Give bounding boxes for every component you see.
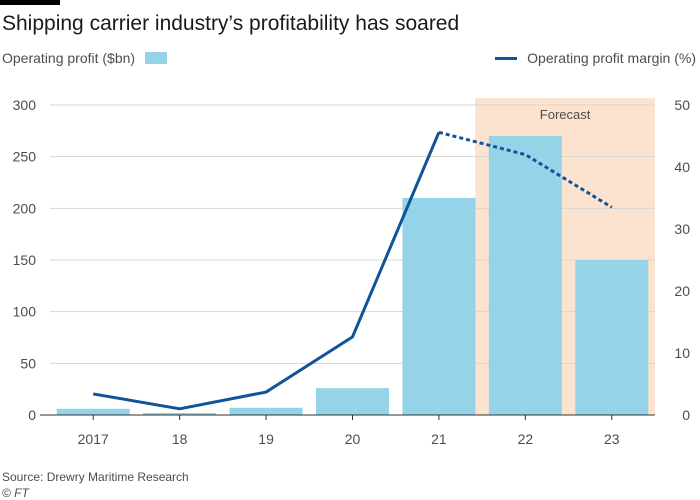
- legend-line: Operating profit margin (%): [495, 50, 696, 66]
- y-left-tick-label: 50: [20, 355, 36, 371]
- y-right-tick-label: 40: [674, 159, 690, 175]
- x-tick-label: 19: [258, 431, 274, 447]
- ft-top-rule: [0, 0, 60, 5]
- y-left-tick-label: 0: [28, 407, 36, 423]
- bar: [316, 388, 389, 415]
- x-tick-label: 21: [431, 431, 447, 447]
- y-right-tick-label: 30: [674, 221, 690, 237]
- bar: [488, 136, 562, 415]
- legend-bars: Operating profit ($bn): [2, 50, 168, 66]
- y-right-tick-label: 0: [682, 407, 690, 423]
- x-tick-label: 18: [172, 431, 188, 447]
- legend-bars-swatch: [145, 52, 168, 64]
- x-tick-label: 20: [345, 431, 361, 447]
- legend-line-swatch: [495, 56, 518, 60]
- bar: [143, 412, 217, 415]
- bar: [229, 407, 303, 415]
- y-left-tick-label: 300: [13, 97, 37, 113]
- bar: [575, 260, 649, 415]
- forecast-label: Forecast: [540, 107, 591, 122]
- x-tick-label: 22: [518, 431, 534, 447]
- bar: [56, 408, 130, 415]
- legend-bars-label: Operating profit ($bn): [2, 50, 136, 66]
- margin-line-actual: [92, 131, 441, 411]
- x-tick-label: 2017: [78, 431, 109, 447]
- y-right-tick-label: 10: [674, 345, 690, 361]
- source-note: Source: Drewry Maritime Research: [2, 470, 189, 484]
- y-right-tick-label: 50: [674, 97, 690, 113]
- y-right-tick-label: 20: [674, 283, 690, 299]
- y-left-tick-label: 200: [13, 200, 37, 216]
- y-left-tick-label: 100: [13, 304, 37, 320]
- bar: [402, 198, 476, 415]
- legend-line-label: Operating profit margin (%): [527, 50, 696, 66]
- y-left-tick-label: 150: [13, 252, 37, 268]
- y-left-tick-label: 250: [13, 149, 37, 165]
- margin-line-forecast: [438, 130, 613, 209]
- ft-credit: © FT: [2, 486, 29, 500]
- chart-title: Shipping carrier industry’s profitabilit…: [2, 12, 460, 35]
- x-tick-label: 23: [604, 431, 620, 447]
